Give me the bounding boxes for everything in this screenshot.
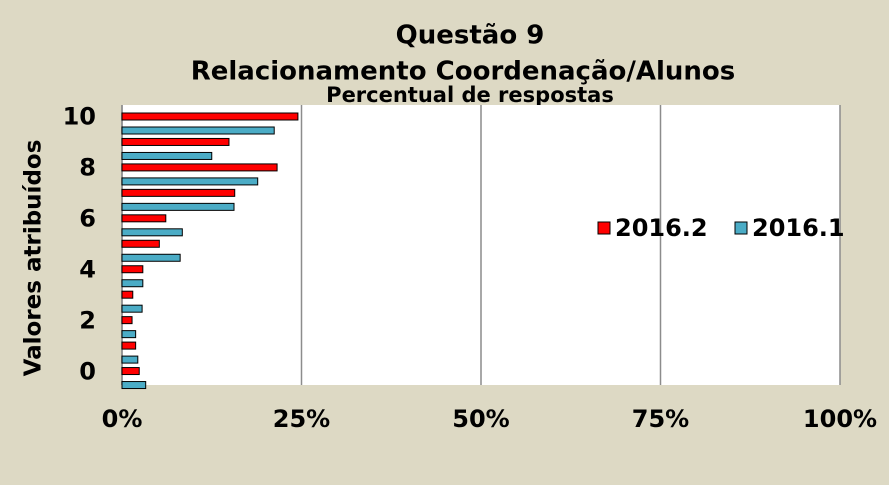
y-tick-label: 10: [63, 103, 96, 131]
legend-swatch: [597, 221, 611, 235]
bar: [121, 355, 139, 364]
x-tick-label: 0%: [102, 405, 143, 433]
chart-subtitle: Relacionamento Coordenação/Alunos: [191, 57, 736, 87]
x-tick-label: 25%: [273, 405, 330, 433]
x-tick-label: 75%: [632, 405, 689, 433]
bar: [121, 316, 133, 325]
bar: [121, 151, 213, 160]
bar: [121, 214, 167, 223]
y-tick-label: 2: [79, 306, 96, 334]
bar: [121, 367, 140, 376]
bar: [121, 177, 259, 186]
bar: [121, 381, 147, 390]
x-axis-label: Percentual de respostas: [326, 83, 614, 107]
bar: [121, 239, 160, 248]
legend-label: 2016.1: [752, 214, 845, 242]
bar: [121, 290, 134, 299]
bar: [121, 188, 236, 197]
legend-swatch: [734, 221, 748, 235]
y-tick-label: 4: [79, 255, 96, 283]
bar: [121, 253, 181, 262]
bar: [121, 330, 137, 339]
x-tick-label: 50%: [452, 405, 509, 433]
bar: [121, 228, 183, 237]
bar: [121, 279, 144, 288]
y-tick-label: 0: [79, 357, 96, 385]
bar: [121, 112, 299, 121]
x-tick-label: 100%: [803, 405, 877, 433]
bar: [121, 163, 278, 172]
bar: [121, 265, 144, 274]
bar: [121, 304, 143, 313]
y-tick-label: 6: [79, 205, 96, 233]
bar: [121, 137, 230, 146]
chart-title: Questão 9: [396, 21, 545, 51]
y-axis-label: Valores atribuídos: [21, 140, 47, 377]
bar: [121, 341, 137, 350]
y-tick-label: 8: [79, 154, 96, 182]
bar: [121, 126, 275, 135]
bar: [121, 202, 235, 211]
legend-label: 2016.2: [615, 214, 708, 242]
